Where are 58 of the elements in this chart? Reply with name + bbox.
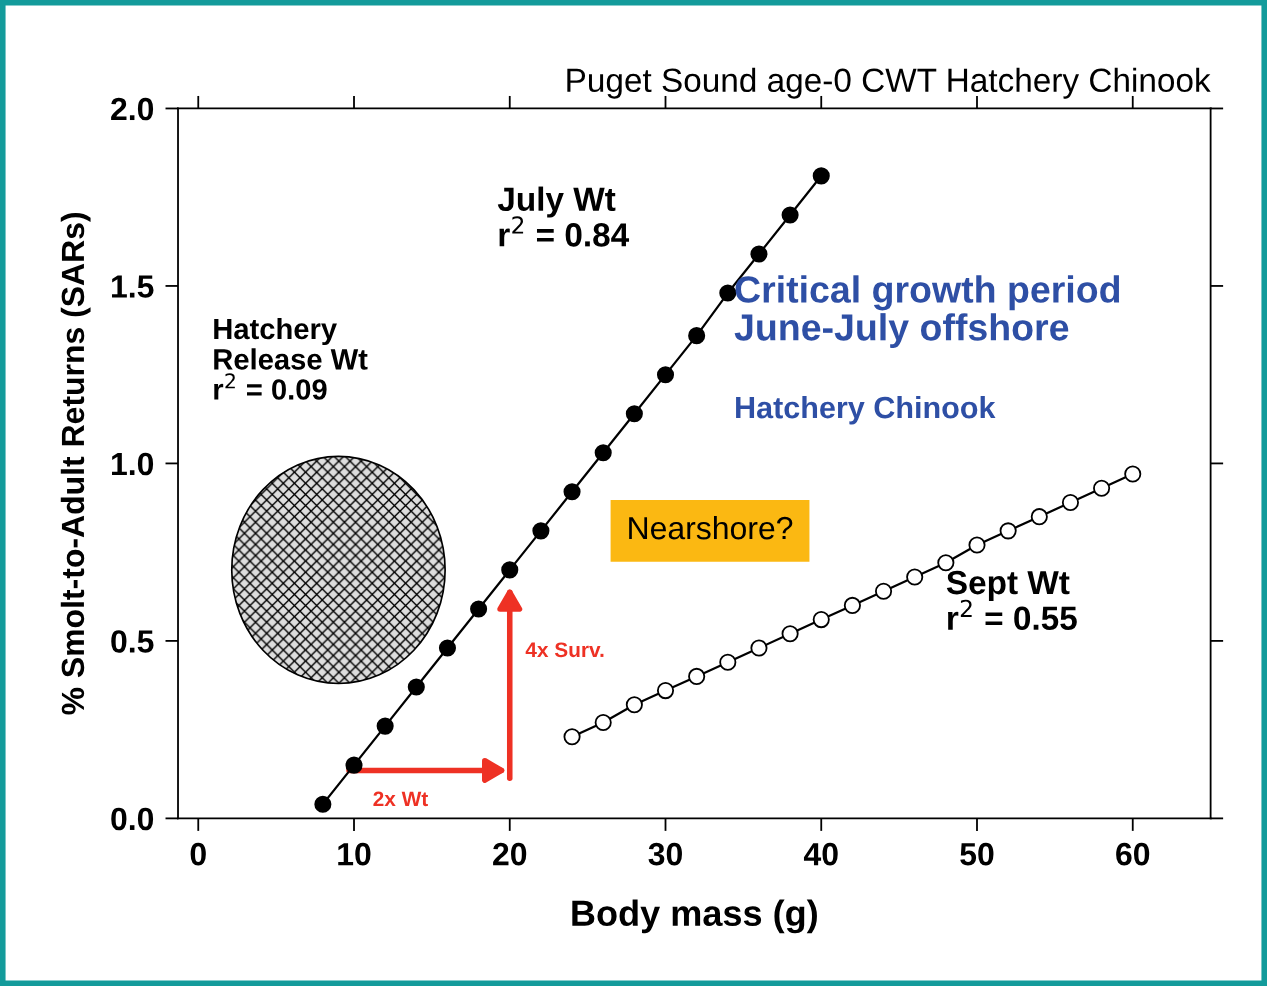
point	[625, 405, 643, 423]
point	[906, 568, 924, 586]
annotation: Critical growth period June-July offshore	[734, 275, 1120, 349]
point	[812, 167, 830, 185]
annotation: 4x Surv.	[525, 642, 604, 658]
point	[688, 327, 706, 345]
point	[781, 625, 799, 643]
point	[376, 717, 394, 735]
point	[625, 696, 643, 714]
point	[656, 682, 675, 700]
point	[532, 522, 550, 540]
annotation: July Wt r$^{2}$ = 0.84	[497, 186, 630, 247]
point	[750, 245, 768, 263]
point	[1061, 493, 1079, 512]
point	[563, 483, 581, 501]
y-tick-label: 1.0	[112, 452, 154, 476]
x-tick-label: 20	[493, 842, 527, 866]
point	[719, 653, 737, 671]
point	[563, 728, 581, 746]
y-tick-label: 0.5	[111, 630, 154, 653]
point	[968, 536, 986, 554]
x-tick-label: 40	[803, 842, 838, 866]
x-tick-label: 0	[190, 842, 206, 866]
point	[1124, 465, 1142, 483]
point	[1030, 508, 1048, 526]
x-axis-title: Body mass (g)	[572, 899, 817, 934]
annotation: Hatchery Release Wt r$^{2}$ = 0.09	[214, 317, 368, 400]
point	[750, 639, 768, 657]
point	[407, 678, 425, 696]
point	[345, 756, 363, 774]
point	[470, 600, 488, 618]
point	[656, 366, 675, 384]
point	[937, 554, 955, 572]
y-axis-title: % Smolt-to-Adult Returns (SARs)	[60, 213, 91, 715]
point	[688, 667, 706, 685]
annotation: Sept Wt r$^{2}$ = 0.55	[946, 570, 1077, 631]
point	[781, 206, 799, 224]
point	[875, 582, 893, 600]
annotation: Nearshore?	[629, 515, 793, 540]
point	[812, 611, 830, 629]
point	[594, 444, 612, 462]
point	[438, 639, 457, 657]
point	[1093, 479, 1111, 497]
point	[314, 795, 332, 813]
y-tick-label: 1.5	[112, 275, 154, 298]
point	[999, 522, 1017, 540]
point	[594, 713, 612, 732]
point	[843, 596, 861, 614]
y-tick-label: 0.0	[111, 807, 154, 831]
point	[501, 561, 519, 579]
annotation: 2x Wt	[373, 791, 429, 807]
x-tick-label: 30	[648, 842, 682, 866]
x-tick-label: 60	[1116, 842, 1150, 866]
y-tick-label: 2.0	[111, 97, 154, 121]
chart-title: Puget Sound age-0 CWT Hatchery Chinook	[567, 67, 1211, 99]
x-tick-label: 50	[960, 842, 994, 866]
x-tick-label: 10	[338, 842, 371, 866]
annotation: Hatchery Chinook	[736, 395, 996, 425]
